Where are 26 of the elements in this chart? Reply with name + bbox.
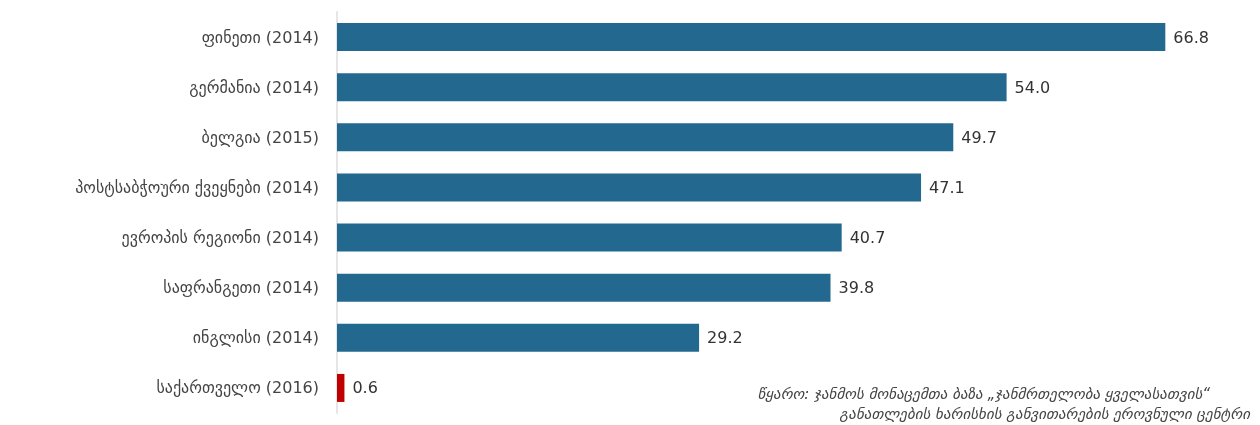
- annotation: განათლების ხარისხის განვითარების ეროვნული ცენტრი: [839, 404, 1252, 423]
- y-tick-label: პოსტსაბჭოური ქვეყნები (2014): [75, 177, 319, 197]
- y-tick-label: გერმანია (2014): [189, 77, 319, 97]
- data-label: 40.7: [849, 228, 886, 248]
- data-label: 54.0: [1014, 77, 1051, 97]
- y-tick-label: ფინეთი (2014): [201, 27, 319, 47]
- bar: [337, 323, 700, 352]
- data-label: 0.6: [352, 378, 378, 398]
- data-label: 49.7: [961, 127, 997, 147]
- y-tick-label: ბელგია (2015): [201, 127, 319, 147]
- bar: [337, 373, 345, 402]
- data-label: 29.2: [707, 328, 743, 348]
- y-tick-label: ინგლისი (2014): [192, 328, 319, 348]
- bar: [337, 123, 954, 152]
- bar: [337, 73, 1007, 102]
- y-tick-label: საფრანგეთი (2014): [163, 278, 319, 298]
- data-label: 39.8: [838, 278, 875, 298]
- data-label: 47.1: [929, 177, 965, 197]
- bar: [337, 23, 1166, 52]
- data-label: 66.8: [1173, 27, 1209, 47]
- y-tick-label: ევროპის რეგიონი (2014): [121, 228, 319, 248]
- bar: [337, 173, 922, 202]
- bar: [337, 223, 842, 252]
- y-tick-label: საქართველო (2016): [156, 378, 319, 398]
- bar: [337, 273, 831, 302]
- annotation: წყარო: ჯანმოს მონაცემთა ბაზა „ჯანმრთელობა ყველასათვის“: [757, 384, 1211, 403]
